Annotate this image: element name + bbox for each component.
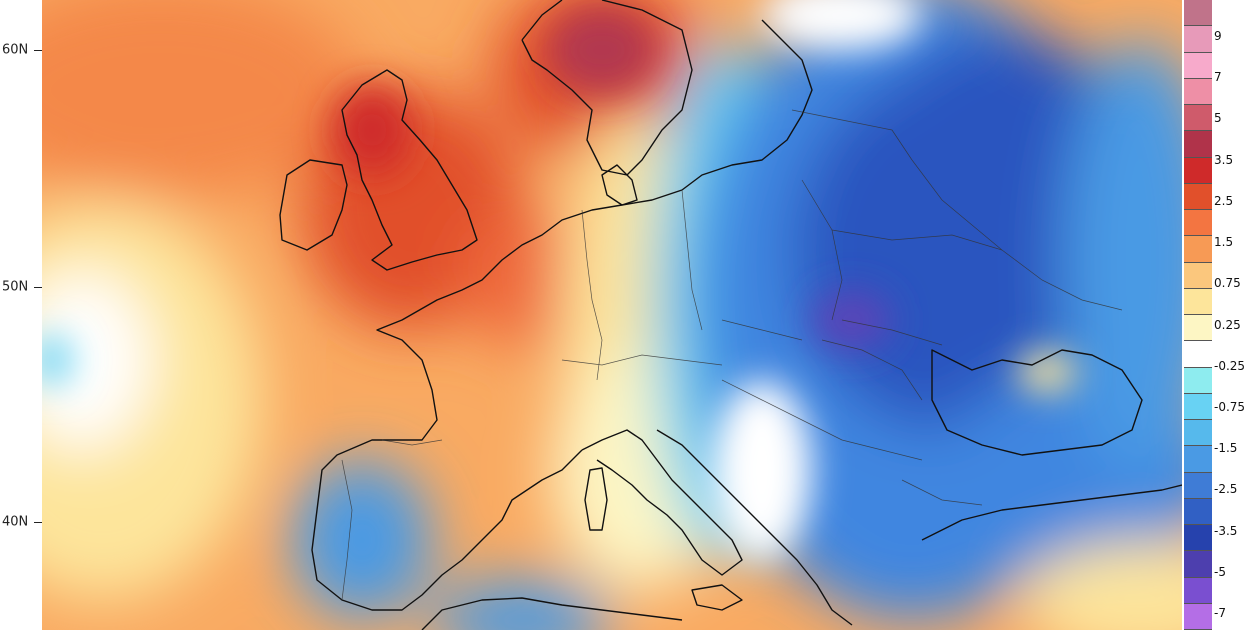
colorbar-cell [1184, 446, 1212, 473]
colorbar-cell [1184, 551, 1212, 578]
colorbar-label: 3.5 [1214, 152, 1234, 167]
coast-black-sea [931, 349, 1143, 456]
field-iberia-blue [292, 460, 432, 620]
field-ne-dark [882, 30, 1122, 250]
coast-continent-west [311, 189, 683, 611]
field-east-purple [812, 290, 892, 350]
colorbar-label: -0.25 [1214, 358, 1246, 373]
colorbar-cell [1184, 472, 1212, 499]
coast-sardinia [584, 467, 608, 531]
colorbar-label: 9 [1214, 29, 1222, 43]
colorbar-cell [1184, 393, 1212, 420]
border-belarus-ukraine [831, 229, 1003, 251]
colorbar-cell [1184, 525, 1212, 552]
colorbar-cell [1184, 341, 1212, 368]
colorbar-cell [1184, 157, 1212, 184]
coast-baltic [681, 19, 813, 191]
colorbar-cell [1184, 78, 1212, 105]
lat-tick-60 [34, 50, 42, 51]
colorbar-cell [1184, 288, 1212, 315]
border-poland-east [801, 179, 843, 321]
border-romania [821, 339, 923, 401]
field-scotland-peak [332, 85, 412, 175]
colorbar-label: 5 [1214, 111, 1222, 126]
coast-sicily [691, 584, 743, 611]
coast-africa [421, 597, 683, 630]
colorbar-cell [1184, 131, 1212, 158]
coast-denmark [601, 164, 638, 206]
coast-anatolia [921, 484, 1182, 541]
field-atlantic-cyan [42, 335, 72, 385]
field-norway-peak [547, 5, 657, 95]
temperature-anomaly-map [42, 0, 1182, 630]
borders [341, 109, 1123, 601]
field-balkan-pale [712, 380, 812, 560]
colorbar-cell [1184, 183, 1212, 210]
colorbar-label: -5 [1214, 564, 1226, 579]
coast-ireland [279, 159, 348, 251]
border-ukraine-south [841, 319, 943, 346]
border-alps [561, 354, 723, 366]
colorbar-cell [1184, 52, 1212, 79]
colorbar-label: 0.75 [1214, 276, 1241, 291]
border-russia [911, 159, 1123, 311]
field-southeast-yellow [1022, 540, 1182, 630]
lat-tick-40 [34, 522, 42, 523]
colorbar-label: -7 [1214, 606, 1226, 620]
colorbar-label: -2.5 [1214, 482, 1238, 497]
colorbar-label: -1.5 [1214, 441, 1238, 456]
border-hungary [721, 319, 803, 341]
colorbar-cell [1184, 577, 1212, 604]
colorbar-label: 2.5 [1214, 193, 1234, 208]
coast-great-britain [341, 69, 478, 271]
coast-balkans [656, 429, 853, 626]
border-germany-poland [681, 189, 703, 331]
border-france-germany [581, 209, 603, 381]
colorbar-label: 1.5 [1214, 235, 1234, 250]
field-far-east-blue [1062, 40, 1182, 480]
colorbar-label: -0.75 [1214, 399, 1246, 414]
colorbar-label: 0.25 [1214, 317, 1241, 332]
lat-label-50: 50N [2, 279, 29, 295]
colorbar-label: -3.5 [1214, 523, 1238, 538]
colorbar-cell [1184, 0, 1212, 27]
colorbar-cell [1184, 420, 1212, 447]
coastlines [279, 0, 1182, 630]
border-spain-portugal [341, 459, 353, 601]
border-pyrenees [381, 439, 443, 446]
colorbar-cell [1184, 26, 1212, 53]
field-arctic-neutral [762, 0, 922, 50]
colorbar-cell [1184, 603, 1212, 630]
border-balkans [721, 379, 923, 461]
colorbar [1184, 0, 1212, 630]
colorbar-cell [1184, 262, 1212, 289]
field-north-orange [42, 0, 362, 200]
colorbar-cell [1184, 105, 1212, 132]
colorbar-cell [1184, 367, 1212, 394]
border-turkey [901, 479, 983, 506]
field-west-neutral [42, 270, 152, 450]
colorbar-cell [1184, 498, 1212, 525]
colorbar-cell [1184, 210, 1212, 237]
colorbar-cell [1184, 236, 1212, 263]
lat-label-40: 40N [2, 514, 29, 530]
border-baltic-states [791, 109, 913, 161]
colorbar-cell [1184, 315, 1212, 342]
coast-italy [581, 429, 743, 576]
colorbar-label: 7 [1214, 70, 1222, 85]
lat-tick-50 [34, 287, 42, 288]
field-crimea-yellow [1017, 352, 1077, 392]
field-south-blue2 [432, 580, 612, 630]
lat-label-60: 60N [2, 42, 29, 58]
